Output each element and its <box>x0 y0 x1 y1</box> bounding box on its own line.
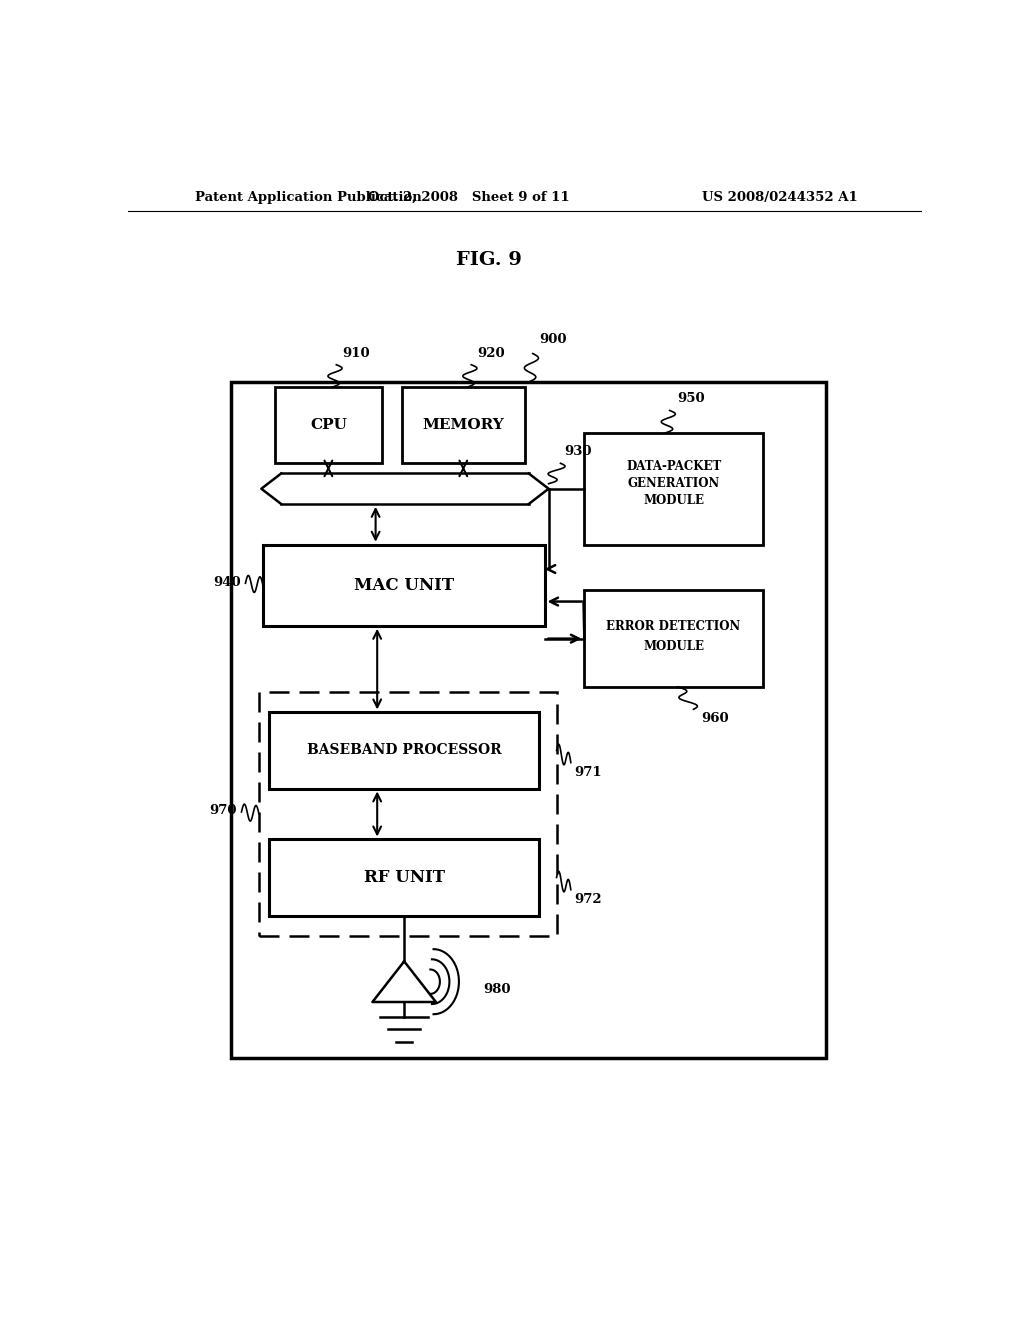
Text: 972: 972 <box>574 892 602 906</box>
Text: MAC UNIT: MAC UNIT <box>353 577 454 594</box>
Bar <box>282 474 528 504</box>
Text: MODULE: MODULE <box>643 640 705 653</box>
Text: 900: 900 <box>539 334 566 346</box>
Text: FIG. 9: FIG. 9 <box>456 251 522 269</box>
Text: 910: 910 <box>343 347 371 359</box>
Bar <box>401 387 524 463</box>
Polygon shape <box>373 961 436 1002</box>
Text: 971: 971 <box>574 766 602 779</box>
Text: MODULE: MODULE <box>643 495 705 507</box>
Text: GENERATION: GENERATION <box>628 477 720 490</box>
Bar <box>585 433 763 545</box>
Text: 920: 920 <box>477 347 505 359</box>
Text: BASEBAND PROCESSOR: BASEBAND PROCESSOR <box>307 743 502 758</box>
Text: 950: 950 <box>678 392 706 405</box>
Text: Oct. 2, 2008   Sheet 9 of 11: Oct. 2, 2008 Sheet 9 of 11 <box>369 190 570 203</box>
Text: 960: 960 <box>701 713 729 725</box>
Bar <box>269 713 539 788</box>
Text: DATA-PACKET: DATA-PACKET <box>626 459 721 473</box>
Text: 930: 930 <box>564 445 592 458</box>
Text: 940: 940 <box>213 576 241 589</box>
Bar <box>585 590 763 686</box>
Text: MEMORY: MEMORY <box>423 418 504 432</box>
Bar <box>259 692 557 936</box>
Text: CPU: CPU <box>310 418 347 432</box>
Text: 970: 970 <box>209 804 237 817</box>
Bar <box>274 387 382 463</box>
Text: US 2008/0244352 A1: US 2008/0244352 A1 <box>702 190 858 203</box>
Text: RF UNIT: RF UNIT <box>364 869 444 886</box>
Text: Patent Application Publication: Patent Application Publication <box>196 190 422 203</box>
Bar <box>263 545 545 626</box>
Text: 980: 980 <box>483 983 511 997</box>
Text: ERROR DETECTION: ERROR DETECTION <box>606 620 740 634</box>
Bar <box>231 381 826 1057</box>
Bar <box>269 840 539 916</box>
